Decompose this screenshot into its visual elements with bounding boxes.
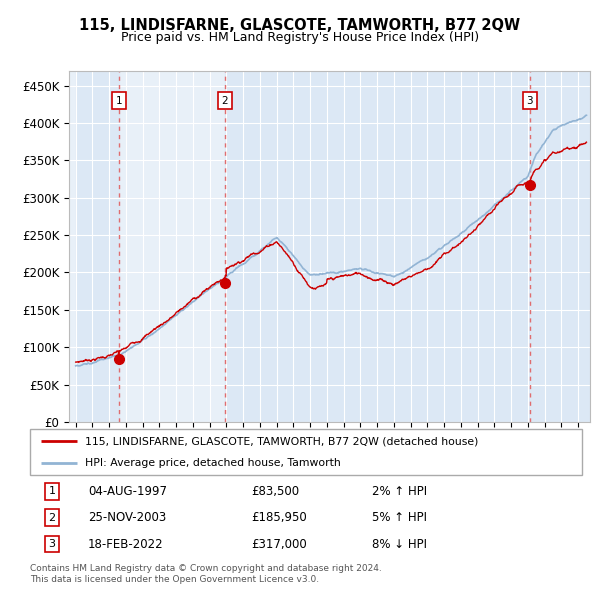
Text: 2: 2: [221, 96, 228, 106]
Text: 8% ↓ HPI: 8% ↓ HPI: [372, 537, 427, 550]
Text: 2% ↑ HPI: 2% ↑ HPI: [372, 485, 427, 498]
Text: 3: 3: [49, 539, 56, 549]
Text: 18-FEB-2022: 18-FEB-2022: [88, 537, 164, 550]
Text: £83,500: £83,500: [251, 485, 299, 498]
Text: 25-NOV-2003: 25-NOV-2003: [88, 511, 166, 525]
Bar: [76, 71, 119, 422]
Text: 1: 1: [116, 96, 122, 106]
Text: Contains HM Land Registry data © Crown copyright and database right 2024.: Contains HM Land Registry data © Crown c…: [30, 564, 382, 573]
Text: This data is licensed under the Open Government Licence v3.0.: This data is licensed under the Open Gov…: [30, 575, 319, 584]
Text: HPI: Average price, detached house, Tamworth: HPI: Average price, detached house, Tamw…: [85, 457, 341, 467]
Bar: [530, 71, 595, 422]
Bar: [225, 71, 530, 422]
Text: 1: 1: [49, 486, 56, 496]
Text: 115, LINDISFARNE, GLASCOTE, TAMWORTH, B77 2QW: 115, LINDISFARNE, GLASCOTE, TAMWORTH, B7…: [79, 18, 521, 32]
Text: 2: 2: [49, 513, 56, 523]
Text: £185,950: £185,950: [251, 511, 307, 525]
Text: 3: 3: [527, 96, 533, 106]
Text: £317,000: £317,000: [251, 537, 307, 550]
Text: 5% ↑ HPI: 5% ↑ HPI: [372, 511, 427, 525]
Text: Price paid vs. HM Land Registry's House Price Index (HPI): Price paid vs. HM Land Registry's House …: [121, 31, 479, 44]
Text: 115, LINDISFARNE, GLASCOTE, TAMWORTH, B77 2QW (detached house): 115, LINDISFARNE, GLASCOTE, TAMWORTH, B7…: [85, 437, 479, 447]
Text: 04-AUG-1997: 04-AUG-1997: [88, 485, 167, 498]
FancyBboxPatch shape: [30, 429, 582, 475]
